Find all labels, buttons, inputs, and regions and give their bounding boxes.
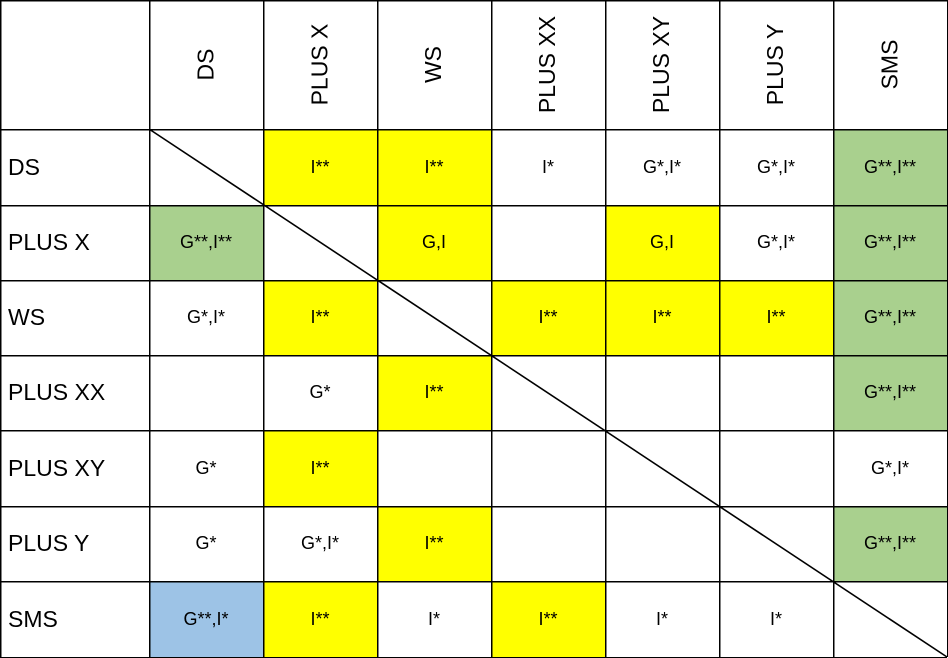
cell-plus-x-vs-plus-y: G*,I* bbox=[756, 232, 795, 252]
cell-sms-vs-ds: G**,I* bbox=[149, 581, 263, 657]
cell-plus-xx-vs-ds bbox=[149, 355, 263, 430]
row-header-plus-x: PLUS X bbox=[8, 229, 90, 255]
cell-plus-xx-vs-plus-x: G* bbox=[309, 382, 331, 402]
cell-plus-y-vs-plus-x: G*,I* bbox=[300, 533, 339, 553]
cell-plus-xx-vs-plus-y bbox=[719, 355, 833, 430]
column-header-plus-y: PLUS Y bbox=[762, 23, 789, 106]
column-header-ws: WS bbox=[420, 45, 447, 84]
row-header-ds: DS bbox=[8, 153, 40, 180]
cell-plus-y-vs-sms: G**,I** bbox=[833, 506, 947, 581]
cell-plus-y-vs-plus-xx bbox=[491, 506, 605, 581]
row-header-plus-xx: PLUS XX bbox=[8, 379, 106, 405]
cell-plus-x-vs-plus-xx bbox=[491, 205, 605, 280]
cell-ws-vs-sms: G**,I** bbox=[833, 280, 947, 355]
column-header-ds: DS bbox=[192, 48, 219, 81]
cell-plus-xx-vs-plus-xy bbox=[605, 355, 719, 430]
cell-sms-vs-plus-xy: I* bbox=[655, 608, 668, 629]
cell-ds-vs-ds bbox=[149, 129, 263, 205]
cell-plus-xy-vs-sms: G*,I* bbox=[870, 457, 909, 478]
cell-plus-xy-vs-ds: G* bbox=[195, 457, 217, 478]
cell-plus-xy-vs-plus-y bbox=[719, 430, 833, 506]
cell-ws-vs-plus-xy: I** bbox=[605, 280, 719, 355]
cell-ds-vs-plus-xx: I* bbox=[541, 156, 554, 177]
cell-sms-vs-plus-x: I** bbox=[263, 581, 377, 657]
cell-plus-xx-vs-ws: I** bbox=[377, 355, 491, 430]
cell-ws-vs-plus-xx: I** bbox=[491, 280, 605, 355]
column-header-sms: SMS bbox=[876, 39, 903, 90]
row-header-ws: WS bbox=[8, 304, 46, 330]
cell-plus-xy-vs-plus-x: I** bbox=[263, 430, 377, 506]
cell-sms-vs-plus-xx: I** bbox=[491, 581, 605, 657]
cell-plus-xy-vs-ws bbox=[377, 430, 491, 506]
cell-ds-vs-ws: I** bbox=[377, 129, 491, 205]
cell-plus-y-vs-plus-xy bbox=[605, 506, 719, 581]
cell-sms-vs-plus-y: I* bbox=[769, 608, 782, 629]
cell-plus-xy-vs-plus-xx bbox=[491, 430, 605, 506]
cell-plus-xx-vs-sms: G**,I** bbox=[833, 355, 947, 430]
cell-plus-y-vs-plus-y bbox=[719, 506, 833, 581]
cell-ds-vs-plus-xy: G*,I* bbox=[642, 156, 681, 177]
cell-plus-xx-vs-plus-xx bbox=[491, 355, 605, 430]
cell-sms-vs-ws: I* bbox=[427, 608, 440, 629]
cell-plus-x-vs-ws: G,I bbox=[377, 205, 491, 280]
cell-ds-vs-plus-y: G*,I* bbox=[756, 156, 795, 177]
row-header-sms: SMS bbox=[8, 605, 58, 632]
cell-plus-x-vs-plus-xy: G,I bbox=[605, 205, 719, 280]
cell-sms-vs-sms bbox=[833, 581, 947, 657]
corner-cell bbox=[0, 0, 149, 129]
cell-plus-y-vs-ws: I** bbox=[377, 506, 491, 581]
cell-plus-x-vs-plus-x bbox=[263, 205, 377, 280]
column-header-plus-xy: PLUS XY bbox=[648, 15, 675, 114]
row-header-plus-xy: PLUS XY bbox=[8, 454, 106, 481]
cell-ws-vs-plus-x: I** bbox=[263, 280, 377, 355]
row-header-plus-y: PLUS Y bbox=[8, 530, 90, 556]
column-header-plus-xx: PLUS XX bbox=[534, 15, 561, 114]
column-header-plus-x: PLUS X bbox=[306, 23, 333, 106]
cell-plus-x-vs-sms: G**,I** bbox=[833, 205, 947, 280]
cell-ws-vs-ws bbox=[377, 280, 491, 355]
cell-ds-vs-sms: G**,I** bbox=[833, 129, 947, 205]
cell-ws-vs-ds: G*,I* bbox=[186, 307, 225, 327]
cell-plus-x-vs-ds: G**,I** bbox=[149, 205, 263, 280]
cell-plus-xy-vs-plus-xy bbox=[605, 430, 719, 506]
cell-plus-y-vs-ds: G* bbox=[195, 533, 217, 553]
cell-ws-vs-plus-y: I** bbox=[719, 280, 833, 355]
cell-ds-vs-plus-x: I** bbox=[263, 129, 377, 205]
